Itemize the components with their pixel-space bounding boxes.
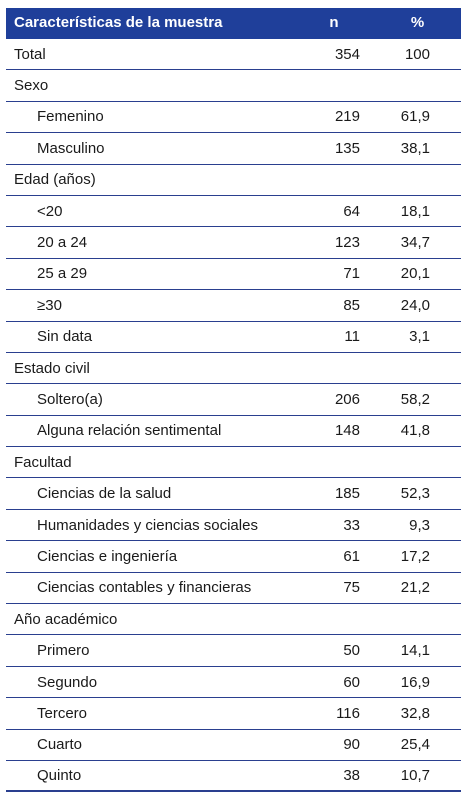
table-row: 20 a 24 123 34,7 (6, 227, 461, 259)
row-n: 60 (343, 673, 360, 691)
sample-characteristics-table: Características de la muestra n % Total … (6, 8, 461, 793)
row-n: 185 (334, 485, 360, 503)
table-row: Ciencias de la salud 185 52,3 (6, 478, 461, 510)
table-row: Sin data 11 3,1 (6, 322, 461, 353)
row-label: <20 (37, 202, 63, 220)
row-percent: 20,1 (400, 265, 430, 283)
row-n: 61 (343, 547, 360, 565)
section-row-ano-academico: Año académico (6, 604, 461, 636)
row-n: 123 (334, 234, 360, 252)
table-header-row: Características de la muestra n % (6, 8, 461, 39)
row-percent: 18,1 (400, 202, 430, 220)
row-percent: 25,4 (400, 736, 430, 754)
row-label: Femenino (37, 108, 104, 126)
row-n: 50 (343, 642, 360, 660)
row-n: 75 (343, 579, 360, 597)
row-percent: 17,2 (400, 547, 430, 565)
row-percent: 10,7 (400, 767, 430, 785)
row-n: 135 (334, 139, 360, 157)
row-percent: 100 (404, 45, 430, 63)
row-label: Ciencias de la salud (37, 485, 172, 503)
row-n: 219 (334, 108, 360, 126)
row-label: ≥30 (37, 296, 62, 314)
row-percent: 58,2 (400, 390, 430, 408)
row-percent: 61,9 (400, 108, 430, 126)
row-label: Segundo (37, 673, 98, 691)
row-percent: 16,9 (400, 673, 430, 691)
row-percent: 3,1 (409, 328, 430, 346)
table-row: <20 64 18,1 (6, 196, 461, 228)
table-row: ≥30 85 24,0 (6, 290, 461, 322)
section-title: Estado civil (14, 359, 90, 377)
row-label: Total (14, 45, 46, 63)
row-label: Alguna relación sentimental (37, 422, 222, 440)
row-percent: 21,2 (400, 579, 430, 597)
section-row-facultad: Facultad (6, 447, 461, 479)
row-n: 116 (336, 704, 360, 722)
row-label: 25 a 29 (37, 265, 88, 283)
row-percent: 9,3 (409, 516, 430, 534)
row-percent: 52,3 (400, 485, 430, 503)
total-row: Total 354 100 (6, 39, 461, 71)
table-row: Alguna relación sentimental 148 41,8 (6, 416, 461, 448)
row-n: 33 (343, 516, 360, 534)
section-title: Facultad (14, 453, 72, 471)
table-row: Segundo 60 16,9 (6, 667, 461, 699)
row-label: Humanidades y ciencias sociales (37, 516, 258, 534)
table-row: Quinto 38 10,7 (6, 761, 461, 793)
row-label: Soltero(a) (37, 390, 103, 408)
section-title: Sexo (14, 77, 49, 95)
table-row: Masculino 135 38,1 (6, 133, 461, 165)
section-row-sexo: Sexo (6, 70, 461, 102)
section-row-edad: Edad (años) (6, 165, 461, 196)
row-percent: 32,8 (400, 704, 430, 722)
row-n: 90 (343, 736, 360, 754)
table-row: Cuarto 90 25,4 (6, 730, 461, 761)
row-percent: 38,1 (400, 139, 430, 157)
row-percent: 34,7 (400, 234, 430, 252)
table-row: Ciencias contables y financieras 75 21,2 (6, 573, 461, 605)
row-label: Sin data (37, 328, 93, 346)
header-percent: % (410, 14, 425, 31)
row-label: 20 a 24 (37, 234, 88, 252)
row-percent: 14,1 (400, 642, 430, 660)
table-row: Humanidades y ciencias sociales 33 9,3 (6, 510, 461, 542)
row-n: 148 (334, 422, 360, 440)
header-n: n (329, 14, 339, 31)
section-title: Edad (años) (14, 171, 96, 189)
row-label: Ciencias e ingeniería (37, 547, 178, 565)
table-row: Femenino 219 61,9 (6, 102, 461, 134)
section-row-estado-civil: Estado civil (6, 353, 461, 385)
table-row: Ciencias e ingeniería 61 17,2 (6, 541, 461, 573)
row-n: 11 (344, 328, 360, 346)
section-title: Año académico (14, 610, 118, 628)
table-row: Tercero 116 32,8 (6, 698, 461, 730)
row-label: Cuarto (37, 736, 83, 754)
row-percent: 24,0 (400, 296, 430, 314)
row-label: Quinto (37, 767, 82, 785)
row-percent: 41,8 (400, 422, 430, 440)
row-n: 38 (343, 767, 360, 785)
row-n: 85 (343, 296, 360, 314)
row-n: 354 (334, 45, 360, 63)
row-n: 206 (334, 390, 360, 408)
row-label: Tercero (37, 704, 88, 722)
row-n: 64 (343, 202, 360, 220)
table-row: Soltero(a) 206 58,2 (6, 384, 461, 416)
header-characteristic: Características de la muestra (14, 14, 223, 31)
table-row: Primero 50 14,1 (6, 635, 461, 667)
table-row: 25 a 29 71 20,1 (6, 259, 461, 291)
row-label: Masculino (37, 139, 105, 157)
row-label: Ciencias contables y financieras (37, 579, 252, 597)
row-label: Primero (37, 642, 90, 660)
row-n: 71 (343, 265, 360, 283)
